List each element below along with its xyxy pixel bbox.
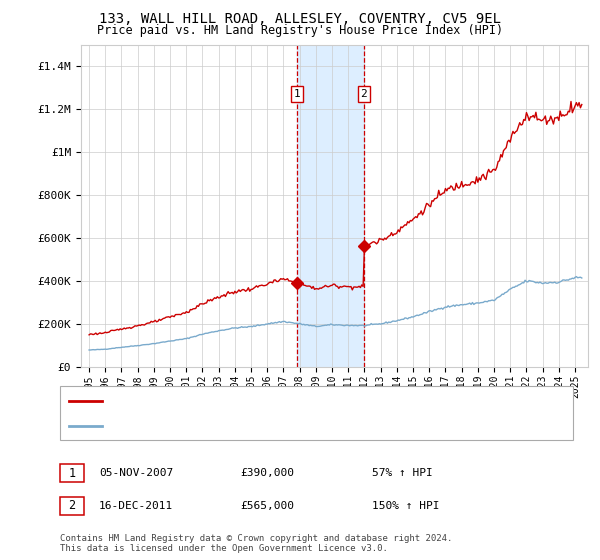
Text: 57% ↑ HPI: 57% ↑ HPI	[372, 468, 433, 478]
Bar	[297, 45, 364, 367]
Text: Contains HM Land Registry data © Crown copyright and database right 2024.
This d: Contains HM Land Registry data © Crown c…	[60, 534, 452, 553]
Text: 133, WALL HILL ROAD, ALLESLEY, COVENTRY, CV5 9EL (detached house): 133, WALL HILL ROAD, ALLESLEY, COVENTRY,…	[109, 396, 515, 407]
Text: 2: 2	[361, 89, 367, 99]
Text: 133, WALL HILL ROAD, ALLESLEY, COVENTRY, CV5 9EL: 133, WALL HILL ROAD, ALLESLEY, COVENTRY,…	[99, 12, 501, 26]
Text: 1: 1	[68, 466, 76, 480]
Text: 2: 2	[68, 499, 76, 512]
Text: 05-NOV-2007: 05-NOV-2007	[99, 468, 173, 478]
Text: 16-DEC-2011: 16-DEC-2011	[99, 501, 173, 511]
Text: £390,000: £390,000	[240, 468, 294, 478]
Text: 1: 1	[294, 89, 301, 99]
Text: HPI: Average price, detached house, Coventry: HPI: Average price, detached house, Cove…	[109, 421, 384, 431]
Text: Price paid vs. HM Land Registry's House Price Index (HPI): Price paid vs. HM Land Registry's House …	[97, 24, 503, 36]
Text: £565,000: £565,000	[240, 501, 294, 511]
Text: 150% ↑ HPI: 150% ↑ HPI	[372, 501, 439, 511]
